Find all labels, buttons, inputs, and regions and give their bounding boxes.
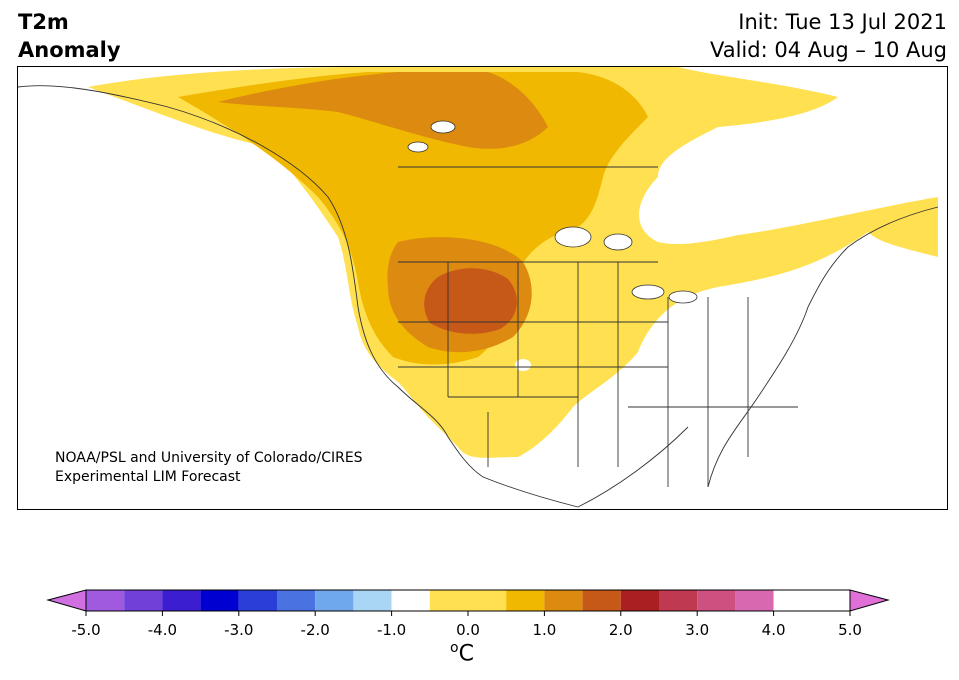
colorbar-bin [735, 590, 774, 611]
colorbar-tick-label: -3.0 [224, 621, 253, 639]
colorbar-bins [86, 590, 850, 611]
colorbar-bin [544, 590, 583, 611]
lakes [407, 120, 698, 304]
anomaly-contour-2-5 [424, 268, 517, 334]
chart-title: T2m Anomaly [18, 8, 121, 64]
colorbar-tick-label: -4.0 [148, 621, 177, 639]
colorbar-ticks: -5.0 -4.0 -3.0 -2.0 -1.0 0.0 1.0 2.0 3.0 4.0 5.0 [71, 611, 862, 639]
colorbar-bin [238, 590, 277, 611]
neutral-anomaly-patch [515, 359, 531, 371]
colorbar-bin [315, 590, 354, 611]
colorbar-bin [124, 590, 163, 611]
colorbar-tick-label: 2.0 [609, 621, 633, 639]
colorbar-bin [200, 590, 239, 611]
colorbar-tick-label: -2.0 [301, 621, 330, 639]
coastlines [18, 85, 939, 508]
colorbar-tick-label: -5.0 [71, 621, 100, 639]
colorbar-tick-label: 3.0 [685, 621, 709, 639]
colorbar-bin [659, 590, 698, 611]
valid-date: Valid: 04 Aug – 10 Aug [709, 38, 947, 62]
init-date: Init: Tue 13 Jul 2021 [738, 10, 947, 34]
map-svg [18, 67, 939, 508]
colorbar-bin [277, 590, 316, 611]
colorbar-tick-label: 5.0 [838, 621, 862, 639]
colorbar-over-arrow [849, 589, 890, 612]
colorbar: -5.0 -4.0 -3.0 -2.0 -1.0 0.0 1.0 2.0 3.0 4.0 5.0 [46, 589, 890, 639]
colorbar-bin [86, 590, 125, 611]
colorbar-bin [506, 590, 545, 611]
colorbar-bin [582, 590, 621, 611]
colorbar-bin [773, 590, 812, 611]
colorbar-bin [620, 590, 659, 611]
colorbar-tick-label: 0.0 [456, 621, 480, 639]
colorbar-bin [353, 590, 392, 611]
credit-line-1: NOAA/PSL and University of Colorado/CIRE… [55, 450, 363, 466]
credit-line-2: Experimental LIM Forecast [55, 469, 241, 485]
title-line-2: Anomaly [18, 38, 121, 62]
colorbar-bin [697, 590, 736, 611]
anomaly-contour-1-5 [178, 72, 648, 365]
colorbar-tick-label: -1.0 [377, 621, 406, 639]
credit-text: NOAA/PSL and University of Colorado/CIRE… [55, 449, 363, 487]
colorbar-tick-label: 1.0 [532, 621, 556, 639]
colorbar-bin [162, 590, 201, 611]
title-line-1: T2m [18, 10, 69, 34]
colorbar-bin [391, 590, 430, 611]
colorbar-under-arrow [46, 589, 87, 612]
anomaly-map [17, 66, 948, 510]
colorbar-bin [811, 590, 850, 611]
colorbar-bin [429, 590, 507, 611]
colorbar-unit-label: oC [450, 640, 474, 667]
forecast-dates: Init: Tue 13 Jul 2021 Valid: 04 Aug – 10… [710, 8, 947, 64]
colorbar-tick-label: 4.0 [762, 621, 786, 639]
